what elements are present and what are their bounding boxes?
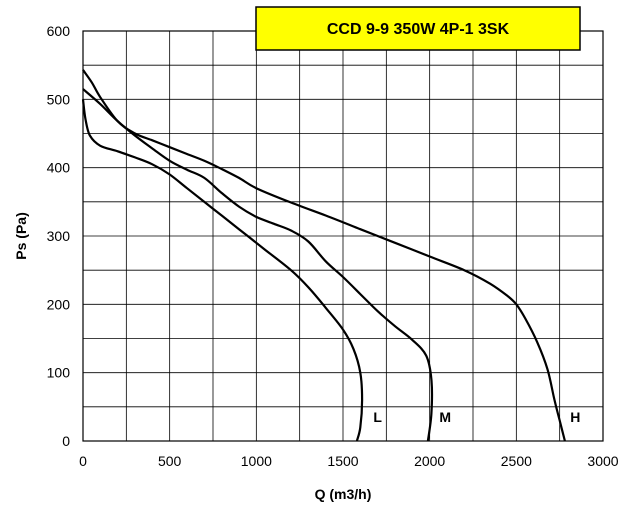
x-tick-label: 1500 bbox=[327, 453, 358, 469]
x-tick-label: 2000 bbox=[414, 453, 445, 469]
curve-label-L: L bbox=[373, 409, 382, 425]
curve-L bbox=[81, 99, 364, 442]
curve-label-H: H bbox=[570, 409, 580, 425]
y-tick-label: 100 bbox=[47, 365, 71, 381]
grid bbox=[83, 31, 603, 441]
chart-title-box: CCD 9-9 350W 4P-1 3SK bbox=[255, 6, 581, 51]
y-axis-label: Ps (Pa) bbox=[13, 212, 29, 259]
curve-M bbox=[82, 88, 434, 442]
y-tick-label: 0 bbox=[62, 433, 70, 449]
title-box-background bbox=[255, 6, 581, 51]
x-tick-label: 2500 bbox=[501, 453, 532, 469]
y-tick-label: 600 bbox=[47, 23, 71, 39]
x-tick-label: 0 bbox=[79, 453, 87, 469]
x-axis-label: Q (m3/h) bbox=[315, 486, 372, 502]
tick-labels: 0 500 1000 1500 2000 2500 3000 0 100 200 300 400 500… bbox=[47, 23, 619, 469]
curve-H bbox=[82, 69, 566, 442]
x-tick-label: 3000 bbox=[587, 453, 618, 469]
y-tick-label: 200 bbox=[47, 296, 71, 312]
y-tick-label: 500 bbox=[47, 91, 71, 107]
x-tick-label: 1000 bbox=[241, 453, 272, 469]
x-tick-label: 500 bbox=[158, 453, 182, 469]
y-tick-label: 300 bbox=[47, 228, 71, 244]
y-tick-label: 400 bbox=[47, 160, 71, 176]
curves bbox=[81, 69, 566, 442]
chart-title: CCD 9-9 350W 4P-1 3SK bbox=[327, 21, 510, 38]
curve-label-M: M bbox=[439, 409, 451, 425]
